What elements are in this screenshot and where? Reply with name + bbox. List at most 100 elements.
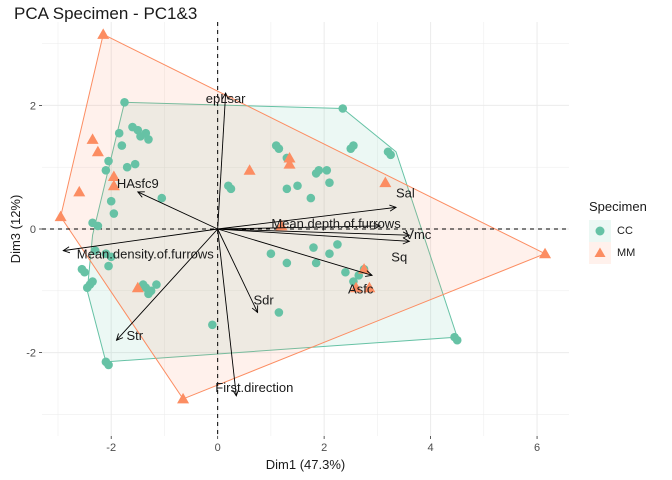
data-point-cc [282, 258, 292, 268]
var-label-Mean.depth.of.furrows: Mean.depth.of.furrows [271, 216, 401, 231]
var-label-HAsfc9: HAsfc9 [117, 176, 159, 191]
var-label-First.direction: First.direction [215, 380, 293, 395]
arrowhead-First.direction [232, 389, 240, 397]
data-point-cc [208, 320, 217, 330]
arrow-Sq [217, 228, 410, 242]
ticks: -2 0 2 4 6 -2 0 2 [26, 100, 540, 454]
data-point-cc [80, 267, 89, 277]
chart-title: PCA Specimen - PC1&3 [14, 4, 198, 23]
arrowhead-Sal [389, 204, 398, 212]
data-point-mm [97, 28, 110, 39]
data-point-mm [350, 281, 363, 293]
data-point-cc [322, 165, 332, 175]
data-point-cc [90, 246, 100, 255]
x-tick-label: 0 [215, 442, 221, 454]
data-point-cc [333, 240, 342, 249]
data-point-cc [104, 156, 113, 166]
data-point-cc [341, 267, 350, 277]
data-point-mm [177, 392, 190, 404]
data-point-cc [386, 150, 395, 160]
data-point-cc [101, 165, 111, 175]
data-point-mm [107, 179, 120, 191]
data-point-cc [144, 135, 153, 144]
var-label-Str: Str [127, 328, 144, 343]
data-point-cc [109, 209, 119, 218]
data-point-mm [54, 210, 67, 222]
data-point-cc [130, 159, 140, 169]
data-point-cc [122, 162, 132, 172]
arrow-HAsfc9 [137, 191, 218, 230]
data-point-cc [144, 289, 153, 299]
arrow-Vmc [217, 228, 410, 236]
data-point-cc [104, 261, 113, 271]
arrow-First.direction [217, 228, 237, 396]
data-point-cc [274, 308, 284, 317]
data-point-cc [157, 193, 167, 203]
data-point-cc [120, 98, 129, 107]
data-point-cc [271, 141, 281, 150]
arrow-Mean.depth.of.furrows [217, 225, 381, 230]
x-tick-label: 2 [321, 442, 327, 454]
var-label-Asfc: Asfc [348, 281, 374, 296]
data-point-cc [349, 141, 358, 150]
points [54, 28, 552, 404]
arrowhead-HAsfc9 [136, 191, 145, 198]
data-point-cc [452, 335, 462, 345]
arrow-epLsar [217, 93, 227, 230]
data-point-mm [91, 145, 104, 157]
data-point-mm [283, 158, 296, 169]
data-point-cc [282, 184, 292, 194]
y-tick-label: -2 [26, 348, 36, 360]
var-label-Sdr: Sdr [253, 292, 274, 307]
data-point-cc [314, 165, 324, 175]
arrow-Asfc [217, 228, 373, 276]
legend-item-mm: MM [589, 242, 647, 264]
data-point-cc [88, 277, 97, 286]
arrow-Sdr [217, 228, 258, 313]
arrowhead-Str [115, 333, 124, 341]
data-point-cc [88, 218, 97, 228]
data-point-cc [104, 360, 113, 370]
arrowhead-Mean.density.of.furrows [62, 246, 71, 254]
arrowhead-epLsar [221, 92, 229, 100]
y-axis-title: Dim3 (12%) [8, 195, 23, 264]
variable-arrows: epLsar HAsfc9 Sal Mean.depth.of.furrows Vmc S… [62, 91, 432, 397]
arrowhead-Mean.depth.of.furrows [373, 222, 382, 230]
data-point-mm [539, 247, 552, 259]
y-tick-label: 2 [30, 100, 36, 112]
arrowhead-Sq [402, 237, 411, 245]
data-point-cc [309, 243, 318, 252]
arrowhead-Sdr [251, 305, 259, 314]
data-point-cc [106, 252, 116, 262]
data-point-mm [73, 185, 86, 197]
data-point-cc [224, 181, 233, 191]
x-tick-label: 4 [428, 442, 434, 454]
arrow-Mean.density.of.furrows [63, 228, 218, 252]
data-point-mm [243, 164, 256, 175]
legend-title: Specimen [589, 199, 647, 214]
var-label-Sal: Sal [396, 185, 415, 200]
y-tick-label: 0 [30, 224, 36, 236]
x-axis-title: Dim1 (47.3%) [266, 457, 345, 472]
legend-key-cc [589, 220, 611, 242]
var-label-Sq: Sq [391, 249, 407, 264]
x-tick-label: -2 [106, 442, 116, 454]
data-point-cc [114, 128, 124, 138]
legend-label-mm: MM [617, 247, 636, 259]
legend-item-cc: CC [589, 220, 647, 242]
zero-lines [42, 22, 569, 436]
var-label-Mean.density.of.furrows: Mean.density.of.furrows [77, 247, 215, 262]
data-point-cc [306, 193, 316, 203]
data-point-cc [293, 181, 302, 191]
data-point-cc [325, 249, 334, 259]
data-point-mm [86, 133, 99, 144]
legend-key-mm [589, 242, 611, 264]
data-point-mm [363, 281, 376, 293]
data-point-cc [152, 280, 161, 289]
var-label-epLsar: epLsar [206, 91, 246, 106]
arrowhead-Asfc [365, 270, 374, 277]
legend-label-cc: CC [617, 225, 633, 237]
data-point-cc [311, 258, 321, 268]
arrow-Sal [217, 206, 397, 230]
